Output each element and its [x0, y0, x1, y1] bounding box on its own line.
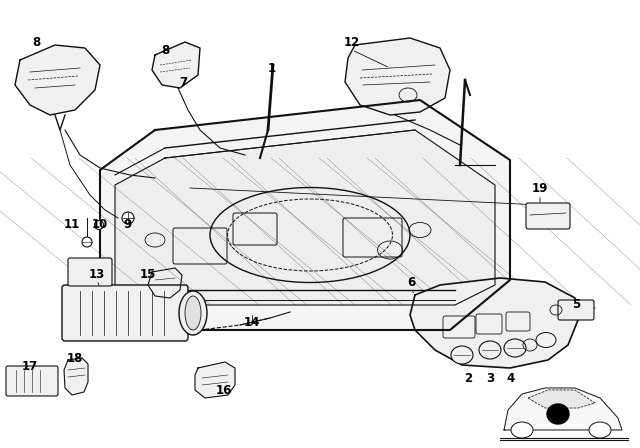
Polygon shape	[100, 100, 510, 330]
Text: 8: 8	[32, 35, 40, 48]
Text: 16: 16	[216, 383, 232, 396]
Polygon shape	[410, 278, 578, 368]
Ellipse shape	[547, 404, 569, 424]
Polygon shape	[64, 358, 88, 395]
Polygon shape	[15, 45, 100, 115]
Text: 3: 3	[486, 371, 494, 384]
FancyBboxPatch shape	[62, 285, 188, 341]
Text: 8: 8	[161, 43, 169, 56]
Ellipse shape	[95, 220, 104, 229]
Ellipse shape	[504, 339, 526, 357]
Text: 6: 6	[407, 276, 415, 289]
Polygon shape	[528, 390, 595, 408]
Text: 1: 1	[268, 61, 276, 74]
Ellipse shape	[82, 237, 92, 247]
Polygon shape	[195, 362, 235, 398]
Text: 12: 12	[344, 35, 360, 48]
Text: 15: 15	[140, 267, 156, 280]
Text: 4: 4	[507, 371, 515, 384]
Polygon shape	[345, 38, 450, 115]
Ellipse shape	[179, 291, 207, 335]
Polygon shape	[504, 388, 622, 430]
FancyBboxPatch shape	[6, 366, 58, 396]
Text: 9: 9	[124, 217, 132, 231]
FancyBboxPatch shape	[526, 203, 570, 229]
Text: 18: 18	[67, 352, 83, 365]
Text: 5: 5	[572, 298, 580, 311]
Text: 10: 10	[92, 217, 108, 231]
Text: 11: 11	[64, 217, 80, 231]
Ellipse shape	[511, 422, 533, 438]
Ellipse shape	[589, 422, 611, 438]
Text: 19: 19	[532, 181, 548, 194]
Text: 13: 13	[89, 267, 105, 280]
Text: 17: 17	[22, 359, 38, 372]
Polygon shape	[152, 42, 200, 88]
Ellipse shape	[479, 341, 501, 359]
Ellipse shape	[451, 346, 473, 364]
Text: 14: 14	[244, 315, 260, 328]
Text: 2: 2	[464, 371, 472, 384]
Polygon shape	[115, 130, 495, 305]
Ellipse shape	[185, 296, 201, 330]
FancyBboxPatch shape	[68, 258, 112, 286]
Ellipse shape	[122, 212, 134, 224]
FancyBboxPatch shape	[558, 300, 594, 320]
Text: 7: 7	[179, 76, 187, 89]
